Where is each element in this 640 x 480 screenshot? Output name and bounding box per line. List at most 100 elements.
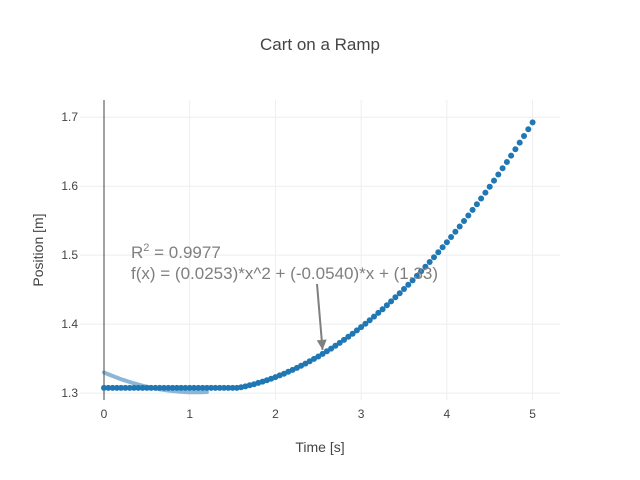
- data-point: [186, 384, 193, 391]
- data-point: [165, 384, 172, 391]
- data-point: [161, 384, 167, 391]
- data-point: [173, 384, 180, 391]
- data-point: [478, 195, 485, 202]
- data-point: [169, 384, 176, 391]
- data-point: [225, 384, 232, 391]
- x-tick-label: 0: [101, 407, 108, 421]
- data-point: [349, 330, 356, 337]
- x-tick-label: 2: [272, 407, 279, 421]
- data-point: [413, 272, 420, 279]
- data-point: [109, 384, 116, 391]
- data-point: [465, 212, 472, 219]
- data-point: [152, 384, 159, 391]
- data-point: [203, 384, 210, 391]
- data-point: [216, 384, 223, 391]
- data-point: [529, 119, 536, 126]
- r-squared-superscript: 2: [143, 242, 149, 254]
- data-point: [341, 336, 347, 343]
- data-point: [139, 384, 146, 391]
- data-point: [418, 268, 425, 275]
- grid-lines: [80, 100, 560, 400]
- data-point: [469, 206, 476, 213]
- data-point: [375, 309, 382, 316]
- data-point: [319, 350, 326, 357]
- data-point: [383, 302, 390, 309]
- data-point: [332, 342, 339, 349]
- data-point: [371, 313, 377, 320]
- data-point: [491, 177, 497, 184]
- data-point: [409, 277, 416, 284]
- data-point: [362, 320, 369, 327]
- data-point: [358, 324, 365, 331]
- x-tick-label: 1: [186, 407, 193, 421]
- data-point: [499, 165, 506, 172]
- data-point: [366, 317, 373, 324]
- data-point: [315, 353, 322, 360]
- data-point: [353, 327, 360, 334]
- data-points: [101, 119, 536, 391]
- y-tick-labels: 1.3 1.4 1.5 1.6 1.7: [61, 110, 78, 400]
- data-point: [473, 201, 480, 208]
- data-point: [135, 384, 142, 391]
- data-point: [113, 384, 120, 391]
- x-tick-label: 5: [529, 407, 536, 421]
- data-point: [208, 384, 215, 391]
- data-point: [452, 228, 459, 235]
- data-point: [396, 290, 403, 297]
- data-point: [422, 263, 429, 270]
- data-point: [328, 345, 335, 352]
- data-point: [191, 384, 197, 391]
- x-tick-label: 4: [444, 407, 451, 421]
- y-tick-label: 1.3: [61, 386, 78, 400]
- y-tick-label: 1.4: [61, 317, 78, 331]
- x-tick-label: 3: [358, 407, 365, 421]
- data-point: [182, 384, 189, 391]
- r-squared-value: = 0.9977: [149, 243, 220, 262]
- data-point: [508, 152, 515, 159]
- data-point: [456, 223, 463, 230]
- data-point: [521, 133, 527, 139]
- data-point: [178, 384, 185, 391]
- data-point: [118, 384, 125, 391]
- data-point: [131, 384, 137, 391]
- data-point: [392, 294, 399, 301]
- data-point: [435, 249, 442, 256]
- data-point: [379, 306, 386, 313]
- data-point: [401, 286, 407, 292]
- data-point: [525, 126, 532, 133]
- annotation: R2 = 0.9977 f(x) = (0.0253)*x^2 + (-0.05…: [131, 242, 438, 351]
- data-point: [486, 183, 493, 190]
- x-tick-labels: 0 1 2 3 4 5: [101, 407, 537, 421]
- data-point: [126, 384, 133, 391]
- data-point: [448, 234, 455, 240]
- data-point: [439, 244, 446, 251]
- data-point: [195, 384, 202, 391]
- y-axis-title: Position [m]: [30, 213, 46, 286]
- data-point: [229, 384, 236, 391]
- y-tick-label: 1.5: [61, 248, 78, 262]
- data-point: [431, 254, 437, 261]
- data-point: [482, 189, 489, 196]
- data-point: [101, 384, 107, 391]
- data-point: [148, 384, 155, 391]
- data-point: [503, 159, 510, 165]
- data-point: [122, 384, 129, 391]
- data-point: [345, 333, 352, 340]
- data-point: [443, 239, 450, 246]
- data-point: [405, 281, 412, 288]
- data-point: [143, 384, 150, 391]
- fit-equation-label: f(x) = (0.0253)*x^2 + (-0.0540)*x + (1.3…: [131, 264, 438, 283]
- data-point: [388, 298, 395, 305]
- data-point: [512, 146, 519, 153]
- data-point: [221, 384, 227, 391]
- chart-title: Cart on a Ramp: [260, 35, 380, 54]
- data-point: [212, 384, 219, 391]
- r-squared-prefix: R: [131, 243, 143, 262]
- data-point: [156, 384, 163, 391]
- data-point: [105, 384, 112, 391]
- data-point: [495, 171, 502, 178]
- data-point: [516, 139, 523, 146]
- data-point: [336, 339, 343, 346]
- annotation-arrow-head: [316, 339, 327, 350]
